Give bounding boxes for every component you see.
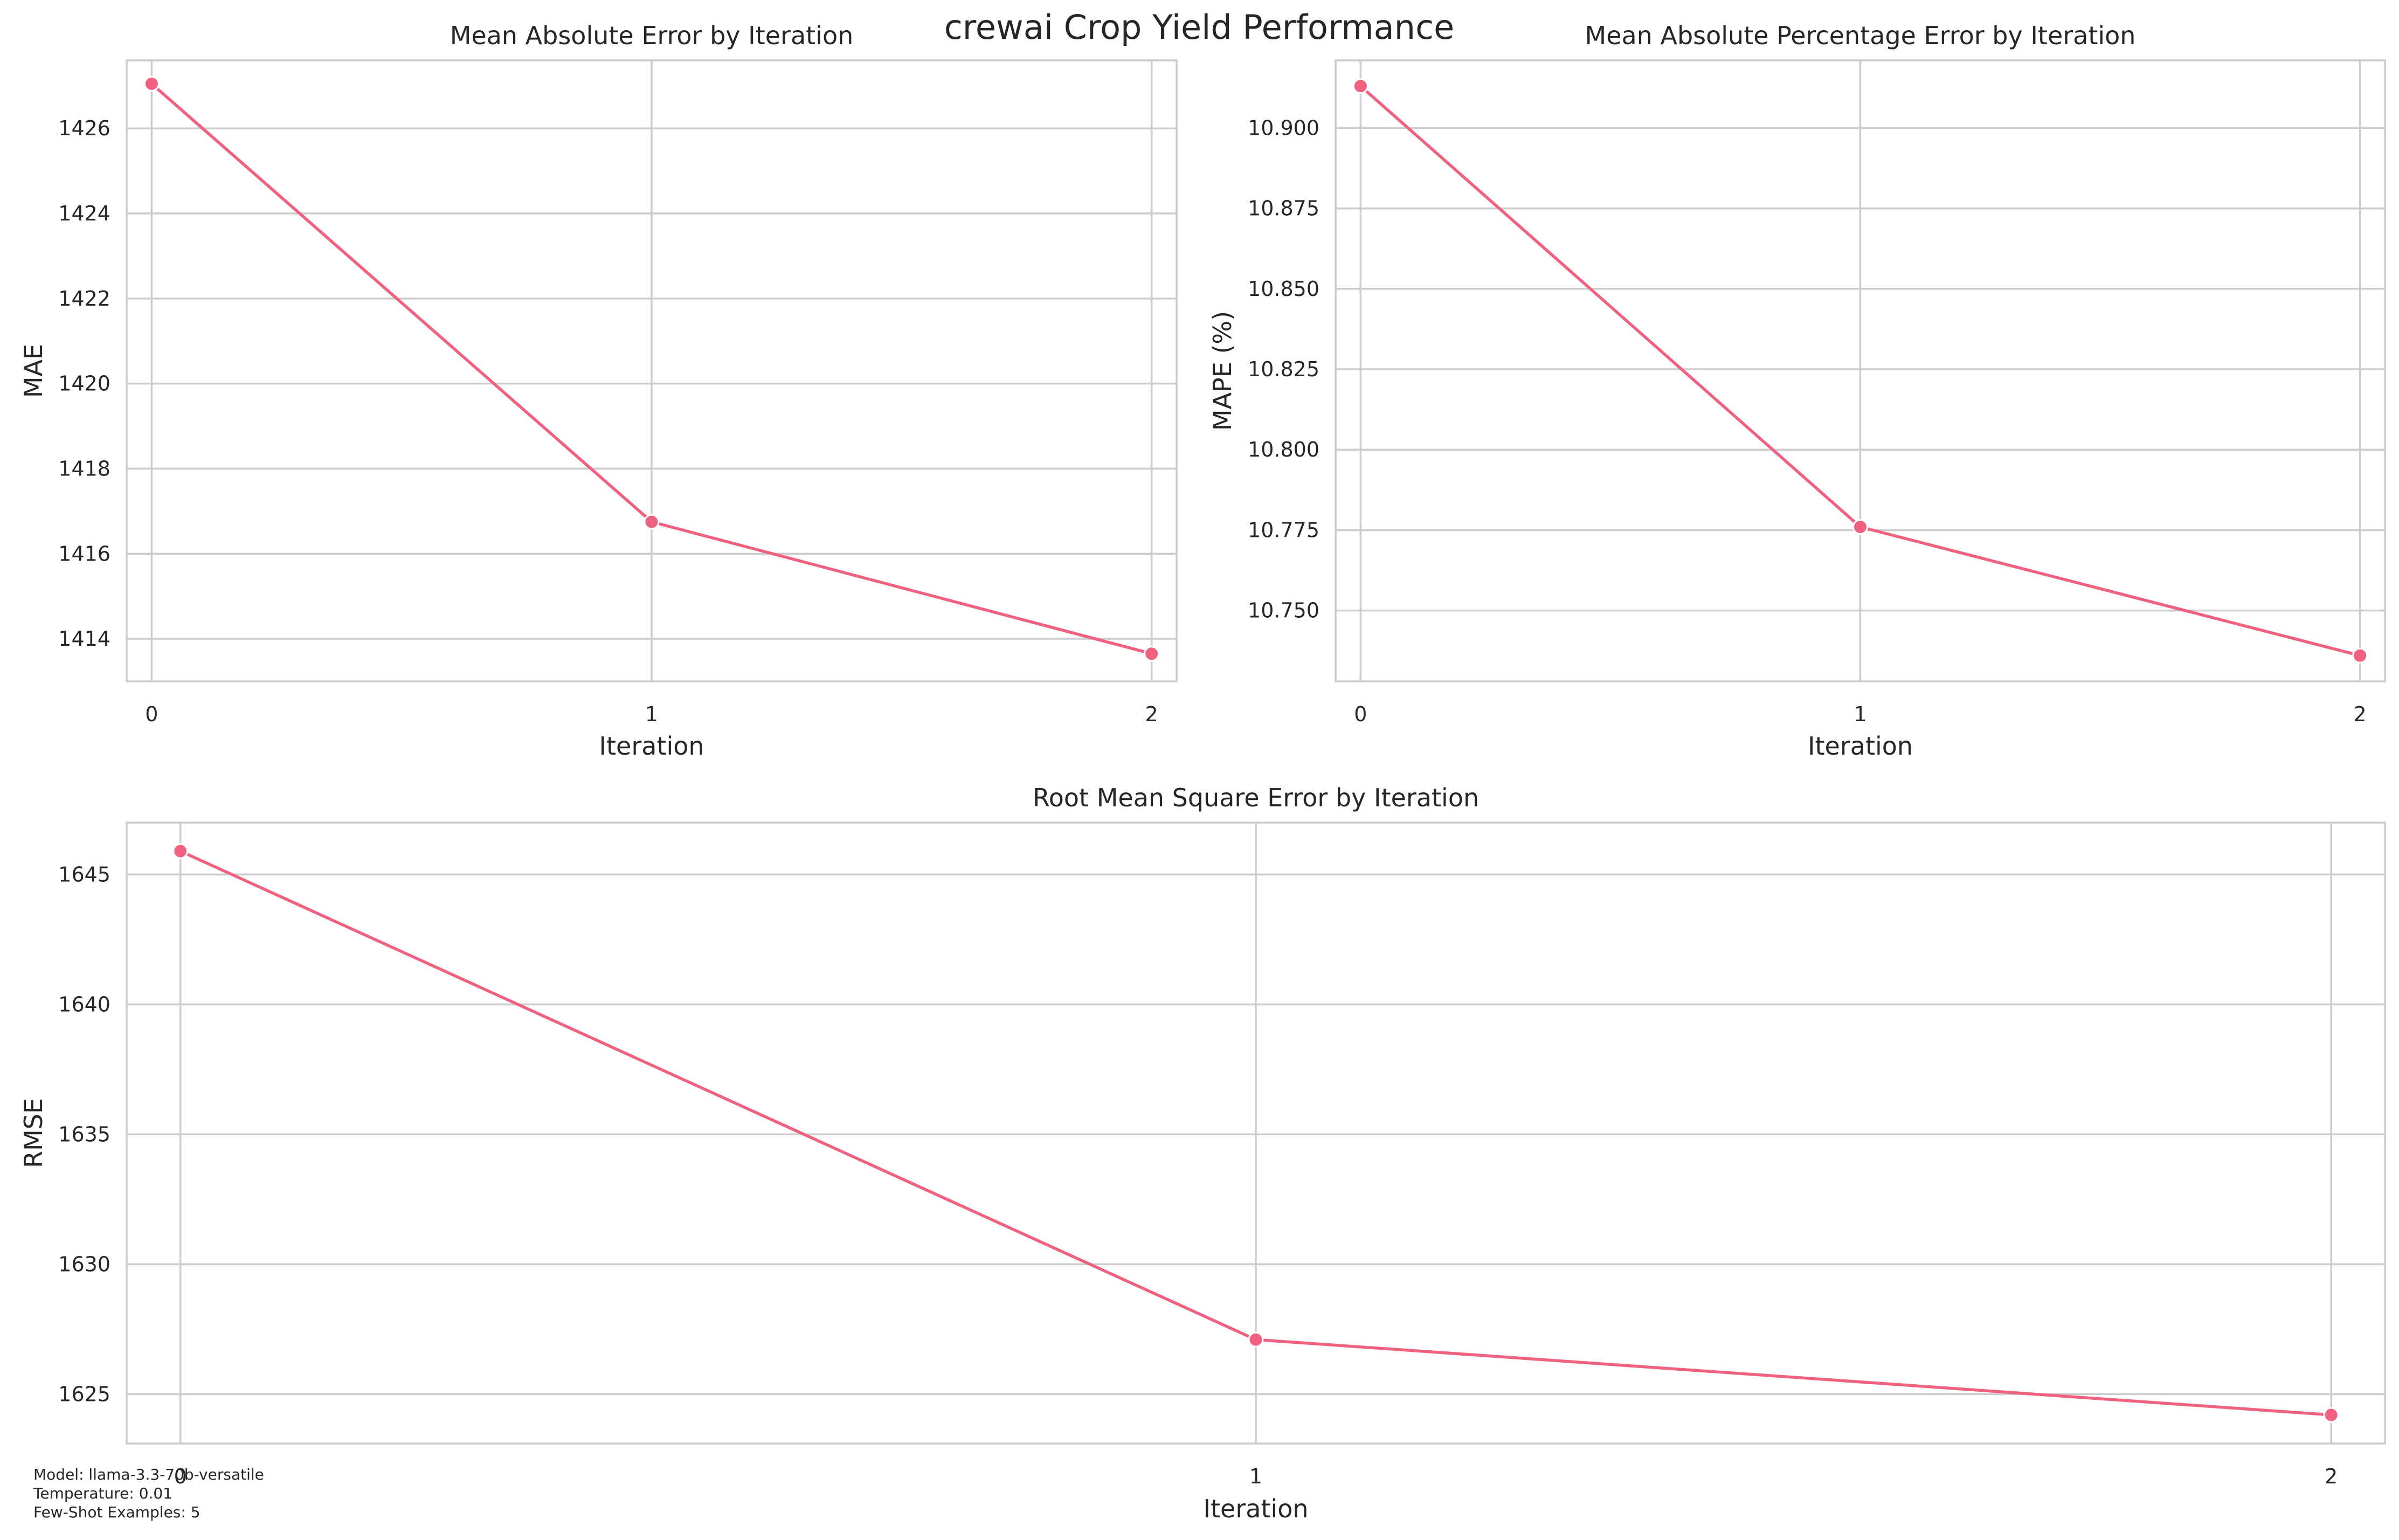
y-tick-label: 10.775: [1248, 518, 1319, 542]
y-tick-label: 1645: [58, 862, 110, 886]
data-point: [172, 843, 189, 859]
data-point: [2323, 1407, 2339, 1423]
y-tick-label: 1630: [58, 1252, 110, 1276]
plot-frame: [1335, 59, 2386, 682]
x-tick-label: 2: [2325, 1465, 2338, 1488]
data-point: [1248, 1331, 1264, 1348]
x-axis-label: Iteration: [599, 731, 704, 761]
y-tick-label: 1635: [58, 1122, 110, 1146]
y-tick-label: 10.875: [1248, 197, 1319, 220]
y-tick-label: 1424: [58, 202, 110, 225]
mae-chart: 1414 1416 1418 1420 1422 1424 1426 0 1 2 Mean Abso…: [19, 21, 1178, 761]
x-axis-label: Iteration: [1808, 731, 1913, 761]
data-point: [2352, 647, 2368, 664]
x-tick-label: 1: [1854, 702, 1866, 726]
y-tick-label: 1640: [58, 992, 110, 1016]
plot-frame: [126, 59, 1178, 682]
y-tick-label: 10.825: [1248, 357, 1319, 381]
y-tick-label: 10.900: [1248, 116, 1319, 140]
y-tick-label: 1426: [58, 116, 110, 140]
data-point: [644, 514, 660, 530]
x-tick-label: 1: [1249, 1465, 1262, 1488]
x-tick-label: 0: [174, 1465, 187, 1488]
x-tick-label: 2: [2354, 702, 2367, 726]
x-tick-label: 1: [645, 702, 658, 726]
chart-title: Mean Absolute Error by Iteration: [450, 21, 854, 50]
y-axis-label: MAE: [19, 344, 48, 398]
footnote-temperature: Temperature: 0.01: [33, 1484, 172, 1502]
x-axis-label: Iteration: [1203, 1494, 1308, 1523]
footnote-few-shot: Few-Shot Examples: 5: [33, 1503, 201, 1521]
y-tick-label: 10.850: [1248, 277, 1319, 301]
x-tick-label: 0: [1354, 702, 1367, 726]
data-point: [1144, 646, 1160, 662]
y-tick-label: 1420: [58, 372, 110, 396]
y-axis-label: RMSE: [19, 1098, 48, 1168]
model-info-footnote: Model: llama-3.3-70b-versatile Temperatu…: [33, 1466, 264, 1521]
footnote-model: Model: llama-3.3-70b-versatile: [33, 1466, 264, 1483]
plot-frame: [126, 821, 2386, 1445]
data-point: [143, 75, 160, 92]
x-tick-label: 2: [1145, 702, 1158, 726]
data-point: [1852, 519, 1868, 535]
data-point: [1352, 78, 1368, 94]
y-tick-label: 1418: [58, 457, 110, 480]
y-axis-label: MAPE (%): [1208, 311, 1237, 431]
y-tick-label: 1414: [58, 627, 110, 651]
chart-title: Root Mean Square Error by Iteration: [1033, 783, 1479, 812]
x-tick-label: 0: [145, 702, 158, 726]
y-tick-label: 10.750: [1248, 599, 1319, 623]
y-tick-label: 10.800: [1248, 438, 1319, 461]
figure-title: crewai Crop Yield Performance: [944, 8, 1455, 47]
chart-title: Mean Absolute Percentage Error by Iterat…: [1585, 21, 2136, 50]
y-tick-label: 1625: [58, 1382, 110, 1406]
y-tick-label: 1422: [58, 287, 110, 310]
rmse-chart: 1625 1630 1635 1640 1645 0 1 2 Root Mean Square …: [19, 783, 2386, 1523]
mape-chart: 10.750 10.775 10.800 10.825 10.850 10.875 10.9…: [1208, 21, 2386, 761]
y-tick-label: 1416: [58, 542, 110, 565]
